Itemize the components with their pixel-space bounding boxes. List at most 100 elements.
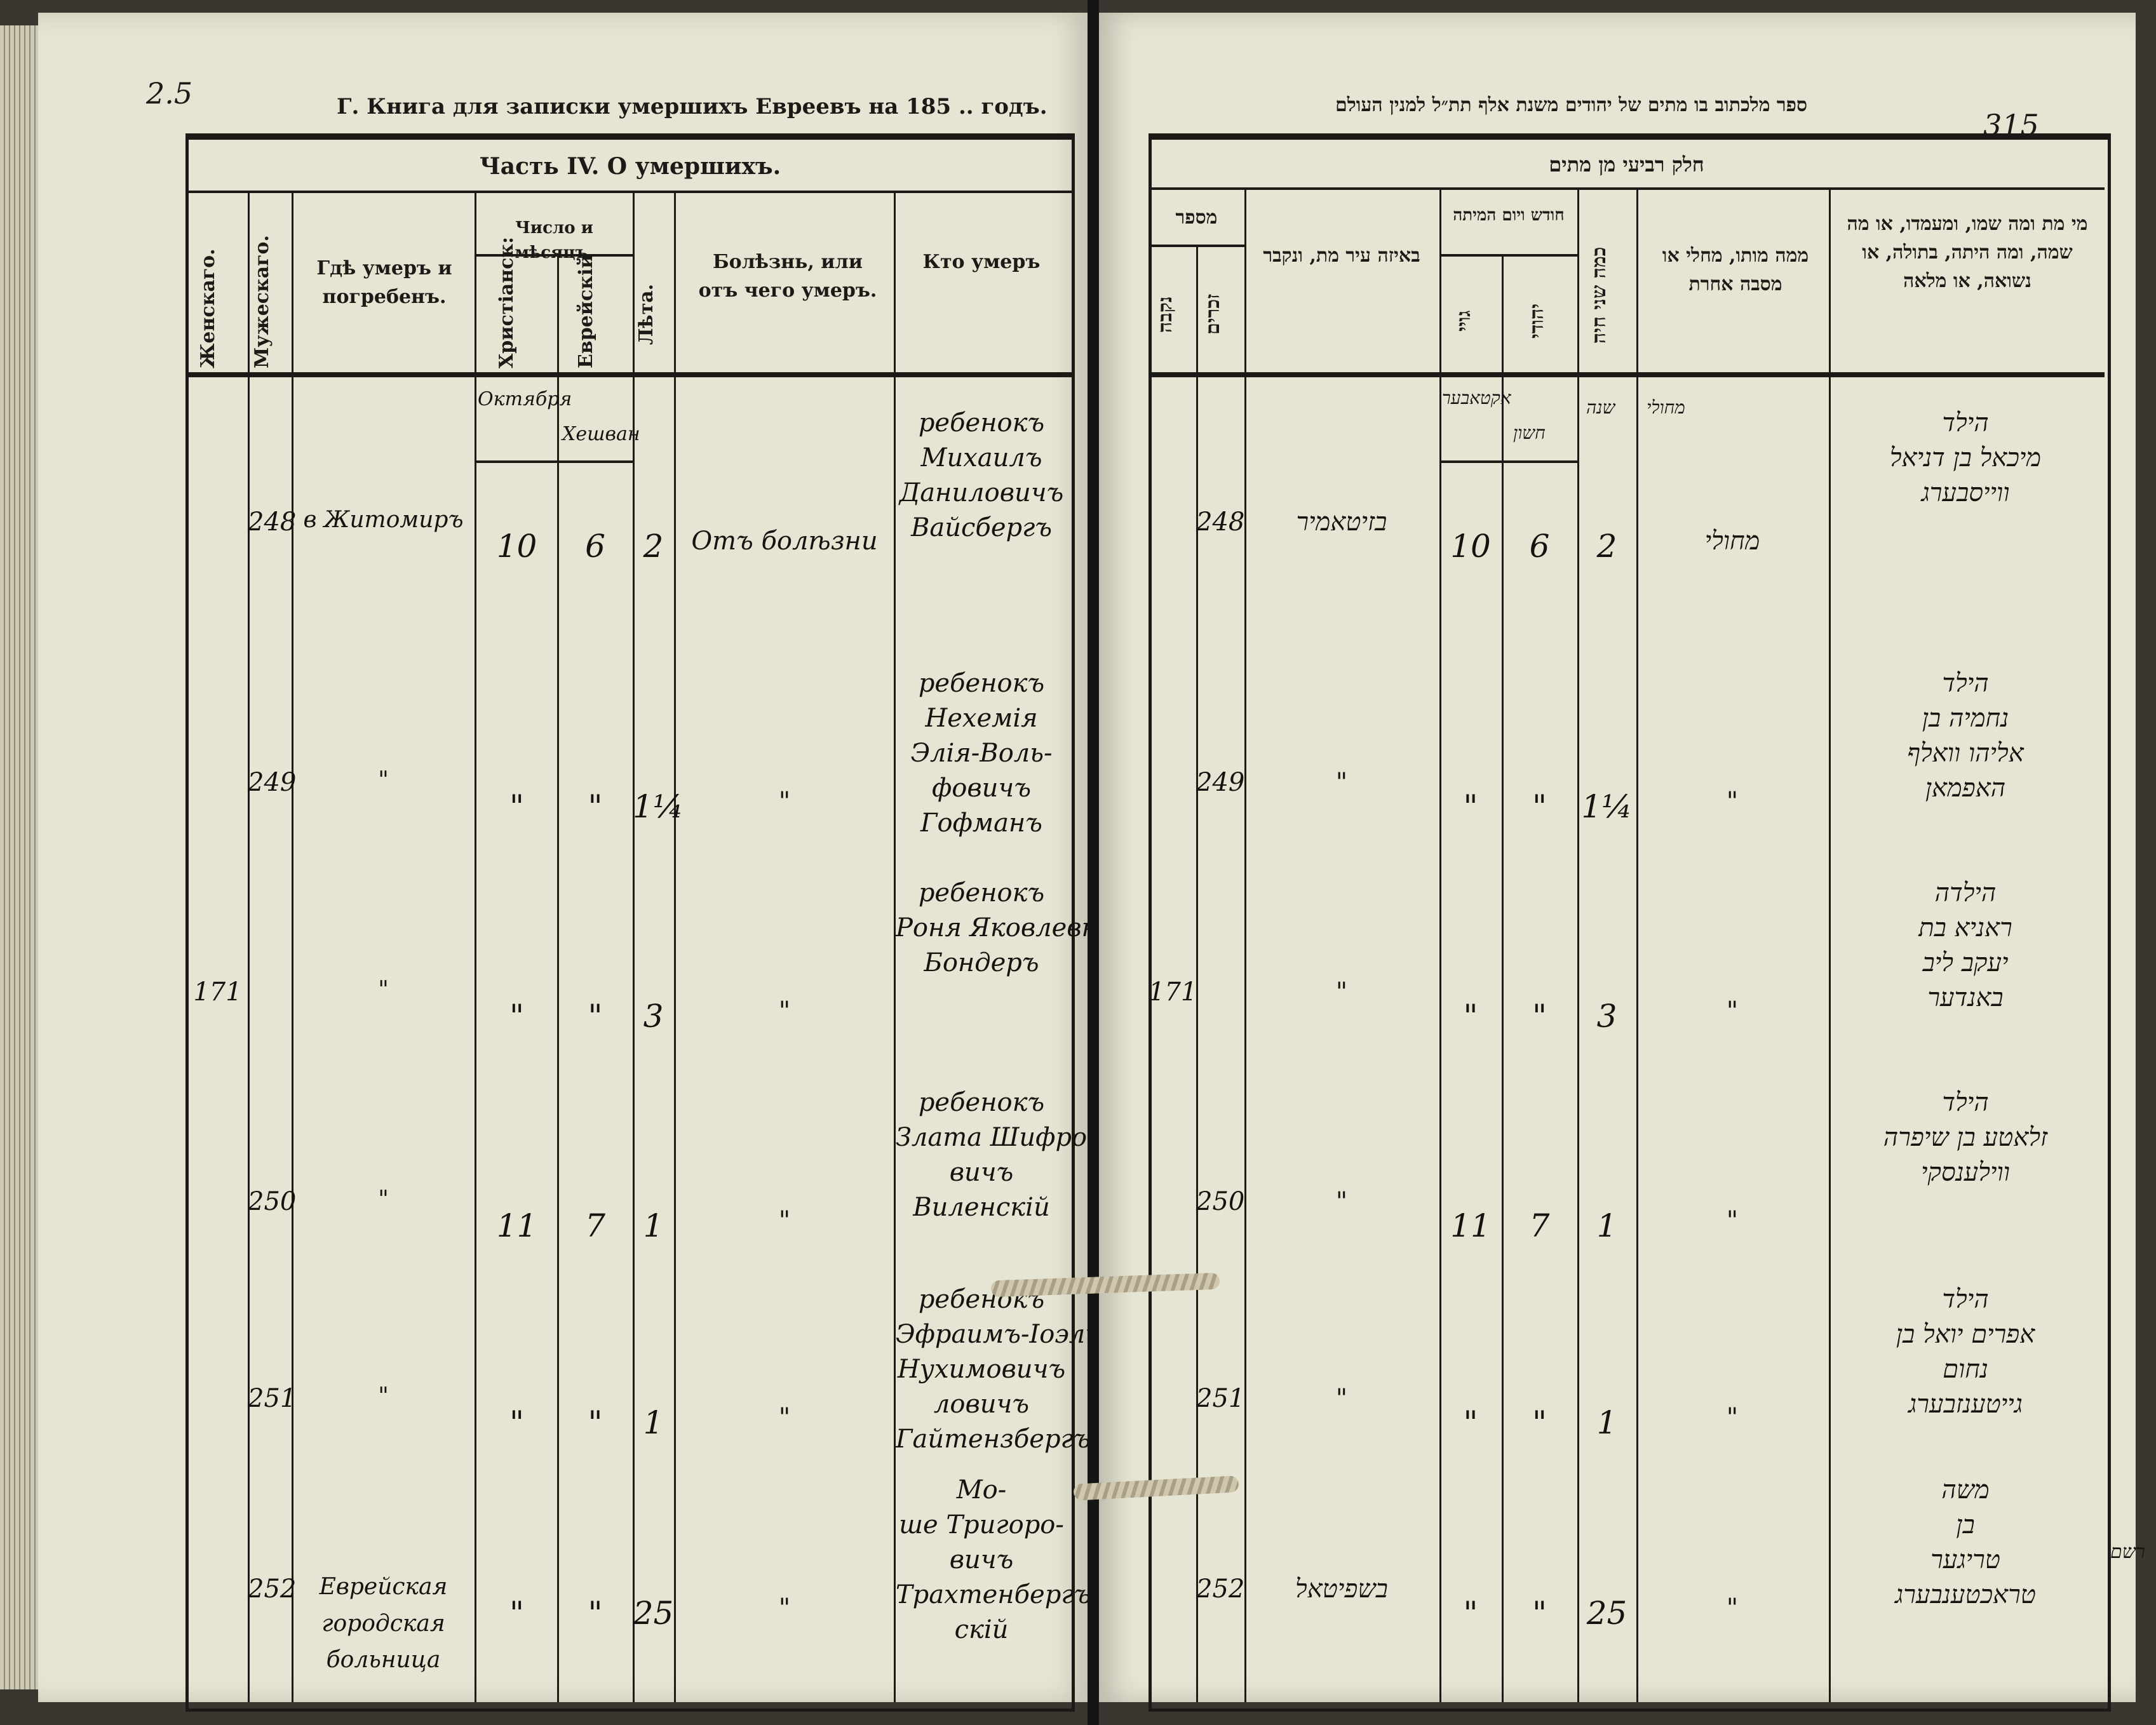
row-cause: "	[778, 1403, 791, 1432]
row-deceased-name-line: טריגער	[1930, 1545, 2000, 1574]
row-cause: Отъ болѣзни	[691, 527, 878, 556]
row-gentile-day: 10	[1450, 528, 1491, 565]
col-male: Мужескаго.	[251, 235, 273, 368]
row-male-number: 252	[1196, 1574, 1245, 1604]
row-deceased-name-line: Злата Шифро-	[896, 1123, 1096, 1152]
left-page: 2.5 Г. Книга для записки умершихъ Евреев…	[38, 13, 1114, 1712]
row-deceased-name-line: ребенокъ	[918, 669, 1045, 698]
col-place: Гдѣ умеръ и погребенъ.	[316, 257, 452, 308]
row-cause: "	[778, 787, 791, 816]
row-deceased-name-line: Мо-	[956, 1475, 1007, 1505]
row-gentile-day: "	[1463, 1595, 1478, 1632]
row-female-number: 171	[1149, 977, 1197, 1007]
row-jewish-day: 7	[585, 1207, 605, 1244]
row-place: "	[378, 977, 389, 1003]
row-deceased-name-line: ребенокъ	[918, 878, 1045, 908]
row-cause: "	[1726, 1206, 1739, 1235]
row-deceased-name-line: גייטענזבערג	[1908, 1390, 2023, 1419]
running-title: ספר מלכתוב בו מתים של יהודים משנת אלף תת…	[1335, 94, 1808, 116]
row-christian-day: "	[509, 1404, 524, 1441]
row-deceased-name-line: Нухимовичъ	[897, 1355, 1066, 1384]
row-male-number: 251	[1196, 1384, 1245, 1413]
row-age: 1	[643, 1404, 664, 1441]
row-age: 25	[633, 1595, 674, 1632]
row-deceased-name-line: Даниловичъ	[899, 478, 1064, 507]
col-male: זכרים	[1202, 293, 1224, 335]
row-deceased-name-line: Элія-Воль-	[910, 739, 1053, 768]
month-jewish: חשון	[1513, 422, 1546, 443]
row-city: בזיטאמיר	[1296, 507, 1387, 537]
row-deceased-name-line: фовичъ	[932, 774, 1031, 803]
row-cause: "	[778, 1594, 791, 1623]
col-city: באיזה עיר מת, ונקבר	[1263, 245, 1420, 267]
row-city: "	[1335, 1384, 1348, 1413]
row-deceased-name-line: אפרים יואל בן	[1896, 1320, 2035, 1349]
row-female-number: 171	[193, 977, 242, 1007]
row-place: Еврейская городская больница	[319, 1574, 448, 1674]
row-deceased-name-line: הילדה	[1934, 878, 1997, 908]
col-who: Кто умеръ	[922, 251, 1041, 273]
page-mark: 2.5	[146, 76, 193, 111]
row-deceased-name-line: ше Тригоро-	[899, 1510, 1064, 1540]
row-deceased-name-line: Виленскій	[913, 1193, 1050, 1222]
row-jewish-day: 6	[585, 528, 605, 565]
row-deceased-name-line: Гайтензбергъ	[896, 1425, 1091, 1454]
row-deceased-name-line: הילד	[1942, 669, 1989, 698]
age-unit: שנה	[1586, 397, 1615, 418]
row-male-number: 249	[248, 768, 297, 797]
row-christian-day: "	[509, 1595, 524, 1632]
col-who: מי מת ומה שמו, ומעמדו, או מה שמה, ומה הי…	[1847, 213, 2088, 292]
row-deceased-name-line: מיכאל בן דניאל	[1889, 443, 2042, 473]
row-deceased-name-line: באנדער	[1927, 983, 2004, 1012]
row-age: 1	[1596, 1207, 1617, 1244]
row-jewish-day: 7	[1529, 1207, 1550, 1244]
col-jewish: Еврейскій	[575, 254, 597, 368]
row-city: בשפיטאל	[1295, 1574, 1388, 1604]
row-age: 25	[1586, 1595, 1627, 1632]
row-christian-day: "	[509, 788, 524, 825]
row-christian-day: 11	[496, 1207, 537, 1244]
row-deceased-name-line: Гофманъ	[920, 809, 1042, 838]
row-deceased-name-line: יעקב ליב	[1922, 948, 2009, 977]
col-cause: ממה מותו, מחלי או מסבה אחרת	[1662, 245, 1809, 295]
row-place: "	[378, 1383, 389, 1409]
cause-header-note: מחולי	[1647, 397, 1685, 418]
row-deceased-name-line: ווילענסקי	[1921, 1158, 2010, 1187]
row-jewish-day: "	[588, 788, 603, 825]
row-jewish-day: "	[1532, 1595, 1547, 1632]
row-city: "	[1335, 1187, 1348, 1216]
row-deceased-name-line: Роня Яковлевна	[896, 913, 1114, 943]
row-age: 1¼	[1581, 788, 1633, 825]
row-cause: מחולי	[1704, 527, 1760, 556]
row-age: 1¼	[633, 788, 684, 825]
col-female: נקבה	[1154, 296, 1176, 333]
row-place: в Житомиръ	[303, 507, 464, 533]
row-deceased-name-line: ראניא בת	[1918, 913, 2012, 943]
row-gentile-day: 11	[1450, 1207, 1491, 1244]
row-deceased-name-line: נחמיה בן	[1922, 704, 2009, 733]
row-deceased-name-line: האפמאן	[1925, 774, 2006, 803]
row-place: "	[378, 1186, 389, 1212]
row-deceased-name-line: הילד	[1942, 1088, 1989, 1117]
row-cause: "	[1726, 1594, 1739, 1623]
row-christian-day: 10	[496, 528, 537, 565]
row-male-number: 252	[248, 1574, 297, 1604]
col-jewish: יהודי	[1526, 303, 1548, 339]
col-date-group: Число и мѣсяцъ.	[515, 218, 594, 262]
month-christian: Октября	[478, 388, 572, 410]
row-deceased-name-line: ребенокъ	[918, 408, 1045, 438]
row-age: 2	[1596, 528, 1617, 565]
row-deceased-name-line: Бондеръ	[924, 948, 1039, 977]
row-age: 3	[1596, 998, 1617, 1035]
col-female: Женскаго.	[197, 248, 219, 368]
row-gentile-day: "	[1463, 998, 1478, 1035]
month-gentile: אקטאבער	[1442, 387, 1511, 408]
table-title: Часть IV. О умершихъ.	[479, 153, 781, 180]
col-date-group: חודש ויום המיתה	[1453, 206, 1565, 225]
col-number-group: מספר	[1175, 206, 1218, 229]
row-jewish-day: "	[1532, 788, 1547, 825]
row-christian-day: "	[509, 998, 524, 1035]
row-jewish-day: 6	[1529, 528, 1550, 565]
row-deceased-name-line: Трахтенбергъ	[896, 1580, 1091, 1609]
row-deceased-name-line: скій	[954, 1615, 1009, 1644]
